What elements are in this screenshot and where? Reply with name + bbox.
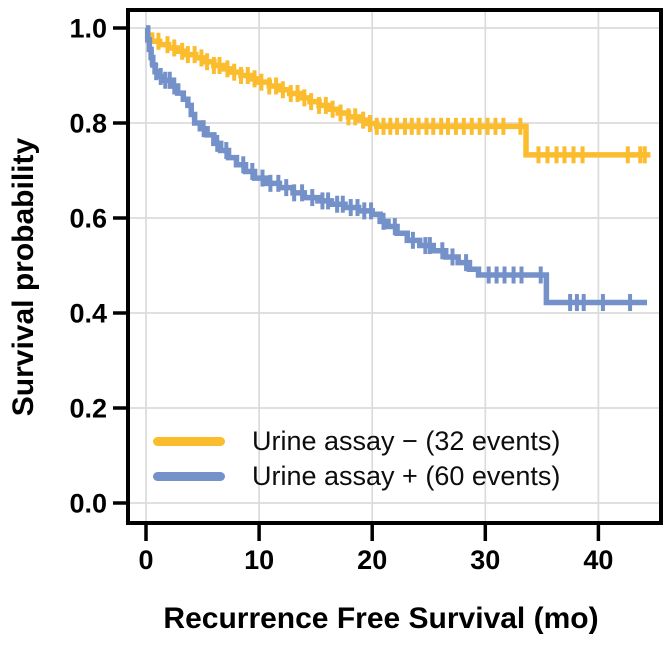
y-tick-label: 1.0 [69,14,107,44]
x-axis-title: Recurrence Free Survival (mo) [163,602,599,635]
y-tick-label: 0.6 [69,204,107,234]
legend: Urine assay − (32 events) Urine assay + … [153,424,560,494]
legend-item-urine-assay-positive: Urine assay + (60 events) [153,459,560,494]
gridlines [130,12,659,521]
y-tick-label: 0.2 [69,394,107,424]
y-tick-label: 0.8 [69,109,107,139]
x-tick-label: 0 [138,545,153,575]
y-axis-title: Survival probability [7,137,40,417]
x-tick-label: 30 [470,545,500,575]
plot-frame [126,8,663,525]
legend-label-urine-assay-negative: Urine assay − (32 events) [252,426,561,456]
axis-tick-labels: 1.0 0.8 0.6 0.4 0.2 0.0 0 10 20 30 40 [69,14,613,576]
legend-label-urine-assay-positive: Urine assay + (60 events) [252,461,561,491]
legend-item-urine-assay-negative: Urine assay − (32 events) [153,424,560,459]
legend-swatch-urine-assay-positive [153,472,225,481]
x-tick-label: 10 [244,545,274,575]
y-tick-label: 0.0 [69,489,107,519]
series-urine-assay-positive [144,25,648,312]
censor-marks [149,48,633,312]
x-tick-label: 20 [357,545,387,575]
x-tick-label: 40 [583,545,613,575]
y-tick-label: 0.4 [69,299,107,329]
axis-ticks [113,26,601,541]
survival-curve [144,25,651,158]
legend-swatch-urine-assay-negative [153,437,225,446]
